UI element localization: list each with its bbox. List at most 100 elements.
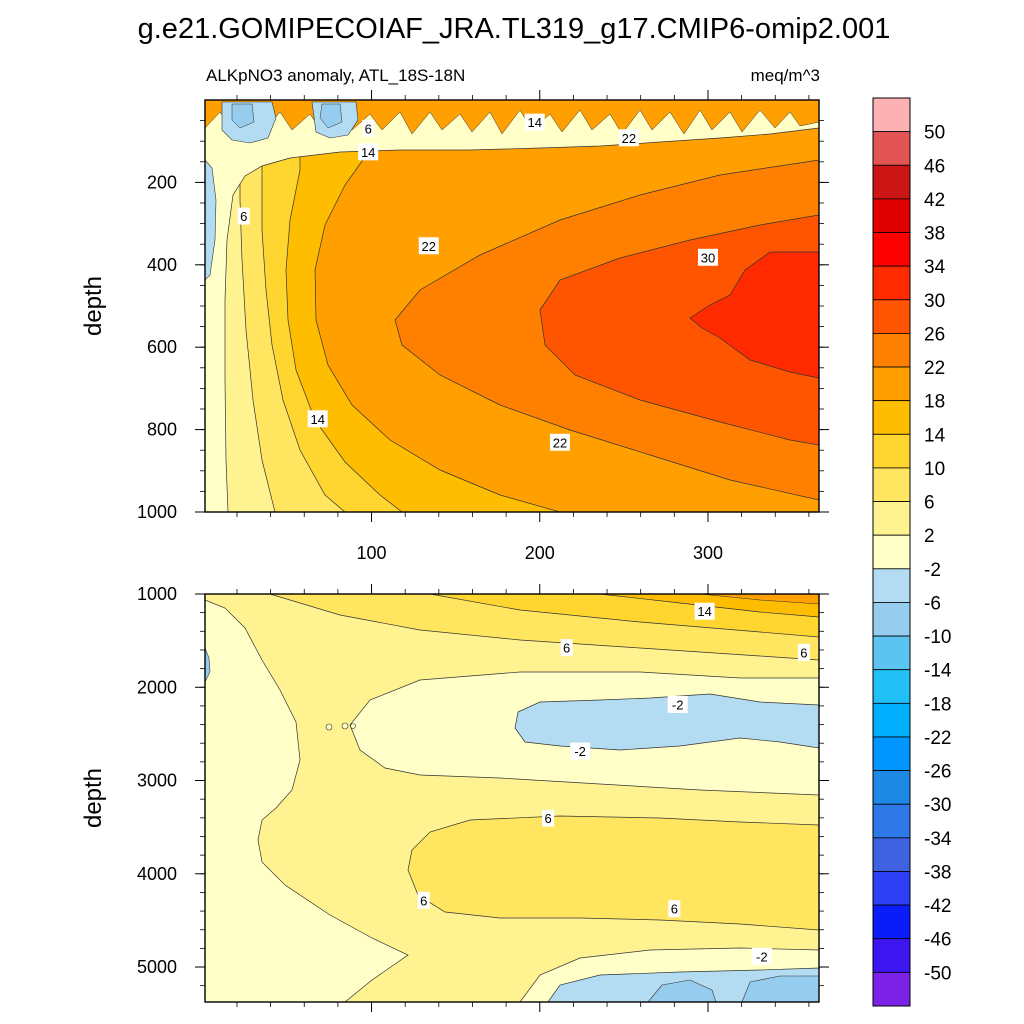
contour-label-text: 14	[697, 604, 711, 619]
colorbar-swatch	[872, 635, 911, 671]
fill-level-neg2	[205, 100, 819, 512]
colorbar-swatch	[872, 938, 911, 973]
colorbar-label: -26	[924, 762, 951, 783]
contour-label-text: 6	[365, 121, 372, 136]
upper-ylabel: depth	[80, 276, 107, 336]
colorbar-swatch	[872, 131, 911, 166]
fill-level-30	[689, 251, 819, 379]
colorbar-swatch	[872, 333, 911, 368]
lower-ytick-label: 4000	[137, 864, 177, 884]
lower-ytick-label: 3000	[137, 771, 177, 791]
contour-label-box	[668, 900, 681, 918]
colorbar-label: -38	[924, 862, 951, 883]
contour-label: -2	[751, 947, 772, 965]
contour-label-box	[418, 237, 439, 255]
surface-warm-band	[205, 100, 819, 135]
colorbar-swatch	[872, 299, 911, 334]
contour-label-text: 22	[553, 435, 567, 450]
colorbar-label: 14	[924, 425, 946, 446]
lower-contour-labels: 14 6 6 -2 -2 6 6 6 -2	[417, 602, 810, 965]
colorbar-label: 6	[924, 493, 935, 514]
contour-label: -2	[667, 695, 688, 713]
colorbar-swatch	[872, 198, 911, 233]
colorbar-swatch	[872, 770, 911, 805]
upper-subtitle-left: ALKpNO3 anomaly, ATL_18S-18N	[206, 66, 465, 85]
small-closed-contour-2	[341, 722, 349, 730]
contour-label-box	[697, 248, 718, 266]
colorbar-swatch	[872, 400, 911, 435]
contour-label-text: 14	[310, 412, 324, 427]
lower-panel: 14 6 6 -2 -2 6 6 6 -2 1000 2000 3000 4000 5000 depth	[80, 584, 829, 1012]
contour-label-text: 22	[622, 131, 636, 146]
contour-label-box	[618, 129, 639, 147]
colorbar-label: -10	[924, 627, 951, 648]
upper-subtitle-right: meq/m^3	[751, 66, 820, 85]
colorbar-label: 38	[924, 224, 945, 245]
colorbar-swatch	[872, 702, 911, 738]
contour-label-box	[570, 742, 591, 760]
contour-label: 6	[237, 207, 250, 225]
colorbar-label: -2	[924, 560, 941, 581]
lower-ytick-label: 2000	[137, 677, 177, 697]
upper-contour-labels: 6 14 22 14 6 22 30 14 22	[237, 113, 718, 451]
contour-label-box	[549, 433, 570, 451]
contour-label: 6	[362, 119, 375, 137]
colorbar-label: 34	[924, 257, 946, 278]
neg-anomaly-bottom-deep-1	[647, 979, 717, 1002]
upper-ytick-label: 400	[147, 255, 177, 275]
contour-label-text: 6	[671, 902, 678, 917]
contour-label: 6	[417, 891, 430, 909]
colorbar-label: 2	[924, 526, 935, 547]
contour-label: -2	[570, 742, 591, 760]
colorbar-swatch	[872, 736, 911, 771]
colorbar-swatch	[872, 568, 911, 603]
colorbar-label: 46	[924, 156, 945, 177]
upper-ytick-label: 800	[147, 420, 177, 440]
colorbar-swatch	[872, 837, 911, 872]
upper-ytick-label: 200	[147, 172, 177, 192]
upper-xtick-label: 300	[693, 543, 723, 563]
neg-anomaly-bottom-deep-2	[741, 975, 819, 1002]
colorbar-label: -50	[924, 963, 951, 984]
colorbar-swatch	[872, 669, 911, 704]
contour-label-box	[797, 643, 810, 661]
lower-plot-frame	[204, 593, 820, 1003]
neg-anomaly-lower-blob	[514, 693, 819, 751]
contour-label-box	[237, 207, 250, 225]
upper-ytick-label: 600	[147, 337, 177, 357]
colorbar-label: 30	[924, 291, 945, 312]
colorbar-label: -22	[924, 728, 951, 749]
colorbar-swatch	[872, 164, 911, 200]
colorbar-label: -30	[924, 795, 951, 816]
contour-label-box	[667, 695, 688, 713]
lower-ticks: 1000 2000 3000 4000 5000	[137, 584, 829, 1012]
fill-level-neg2-west	[205, 599, 409, 1002]
contour-label-box	[751, 947, 772, 965]
fill-level-6-lower-mid	[407, 815, 819, 931]
contour-label: 22	[418, 237, 439, 255]
colorbar-swatch	[872, 366, 911, 402]
colorbar-swatch	[872, 433, 911, 469]
colorbar-swatch	[872, 871, 911, 906]
contour-label: 14	[358, 143, 379, 161]
colorbar-frame	[872, 97, 911, 1007]
neg-anomaly-patch-3	[231, 103, 255, 129]
colorbar-label: -14	[924, 661, 952, 682]
colorbar-swatch	[872, 265, 911, 301]
colorbar-swatch	[872, 501, 911, 536]
colorbar: 50 46 42 38 34 30 26 22 18 14 10 6 2 -2 -6 -10 -14 -18 -22…	[872, 97, 952, 1007]
colorbar-swatch	[872, 602, 911, 637]
colorbar-label: 26	[924, 324, 945, 345]
colorbar-label: -46	[924, 930, 951, 951]
figure-title: g.e21.GOMIPECOIAF_JRA.TL319_g17.CMIP6-om…	[138, 13, 891, 45]
contour-label: 30	[697, 248, 718, 266]
colorbar-label: 18	[924, 392, 945, 413]
contour-label: 14	[524, 113, 545, 131]
contour-label-text: 6	[240, 209, 247, 224]
contour-label: 22	[549, 433, 570, 451]
contour-label: 14	[694, 602, 715, 620]
contour-label-text: 6	[800, 645, 807, 660]
colorbar-label: 22	[924, 358, 945, 379]
contour-label-text: 22	[421, 239, 435, 254]
colorbar-swatch	[872, 904, 911, 940]
